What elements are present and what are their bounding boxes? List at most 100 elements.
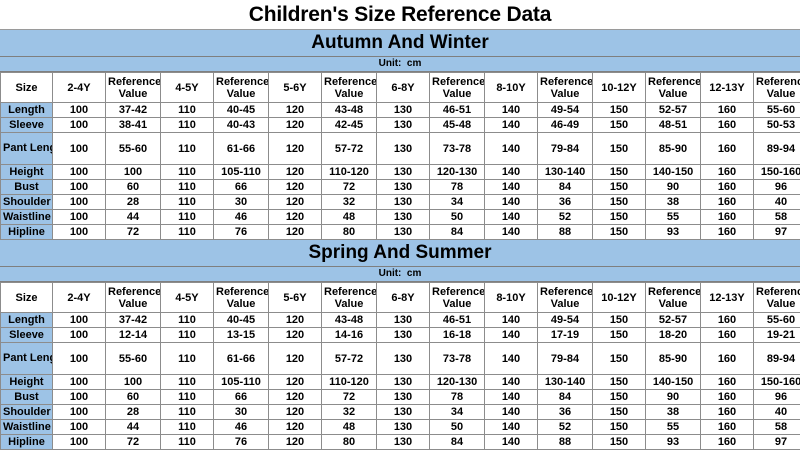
cell-reference-value: 57-72 bbox=[321, 132, 377, 165]
cell-size-value: 150 bbox=[592, 312, 646, 328]
cell-reference-value: 46 bbox=[213, 419, 269, 435]
column-header-age-4: 6-8Y bbox=[376, 282, 430, 313]
cell-size-value: 130 bbox=[376, 132, 430, 165]
column-header-age-4: 6-8Y bbox=[376, 72, 430, 103]
cell-size-value: 120 bbox=[268, 342, 322, 375]
row-header-measurement: Shoulder bbox=[0, 194, 53, 210]
cell-reference-value: 80 bbox=[321, 434, 377, 450]
row-header-measurement: Length bbox=[0, 102, 53, 118]
cell-reference-value: 12-14 bbox=[105, 327, 161, 343]
cell-reference-value: 84 bbox=[429, 224, 485, 240]
reference-value-line-2: Value bbox=[658, 297, 688, 310]
cell-size-value: 150 bbox=[592, 209, 646, 225]
table-row: Waistline 100 44 110 46 120 48 130 50 140 52 150 55 1… bbox=[0, 209, 800, 225]
cell-size-value: 130 bbox=[376, 419, 430, 435]
cell-size-value: 110 bbox=[160, 132, 214, 165]
cell-reference-value: 58 bbox=[753, 209, 800, 225]
cell-size-value: 110 bbox=[160, 194, 214, 210]
cell-reference-value: 105-110 bbox=[213, 374, 269, 390]
cell-reference-value: 60 bbox=[105, 389, 161, 405]
cell-size-value: 100 bbox=[52, 327, 106, 343]
cell-reference-value: 34 bbox=[429, 194, 485, 210]
cell-size-value: 150 bbox=[592, 132, 646, 165]
cell-reference-value: 120-130 bbox=[429, 374, 485, 390]
cell-size-value: 150 bbox=[592, 404, 646, 420]
cell-reference-value: 40 bbox=[753, 194, 800, 210]
table-row: Length 100 37-42 110 40-45 120 43-48 130 46-51 14… bbox=[0, 102, 800, 118]
cell-reference-value: 50 bbox=[429, 419, 485, 435]
cell-reference-value: 85-90 bbox=[645, 342, 701, 375]
reference-value-line-1: Reference bbox=[756, 75, 800, 88]
cell-reference-value: 32 bbox=[321, 404, 377, 420]
cell-size-value: 160 bbox=[700, 419, 754, 435]
cell-reference-value: 76 bbox=[213, 224, 269, 240]
reference-value-line-2: Value bbox=[226, 87, 256, 100]
cell-reference-value: 84 bbox=[429, 434, 485, 450]
cell-size-value: 150 bbox=[592, 419, 646, 435]
cell-reference-value: 150-160 bbox=[753, 164, 800, 180]
column-header-age-7: 12-13Y bbox=[700, 282, 754, 313]
cell-size-value: 160 bbox=[700, 194, 754, 210]
cell-reference-value: 78 bbox=[429, 179, 485, 195]
cell-reference-value: 48-51 bbox=[645, 117, 701, 133]
reference-value-line-1: Reference bbox=[648, 285, 701, 298]
column-header-age-5: 8-10Y bbox=[484, 282, 538, 313]
cell-reference-value: 88 bbox=[537, 434, 593, 450]
table-header-row: Size 2-4Y Reference Value 4-5Y Reference Value… bbox=[0, 282, 800, 313]
cell-size-value: 100 bbox=[52, 224, 106, 240]
sections-container: Autumn And Winter Unit: cm Size 2-4Y Referen… bbox=[0, 30, 800, 450]
cell-size-value: 100 bbox=[52, 209, 106, 225]
cell-reference-value: 89-94 bbox=[753, 132, 800, 165]
column-header-reference-value-5: Reference Value bbox=[537, 72, 593, 103]
reference-value-line-2: Value bbox=[442, 297, 472, 310]
cell-size-value: 160 bbox=[700, 102, 754, 118]
cell-size-value: 100 bbox=[52, 194, 106, 210]
row-header-measurement: Shoulder bbox=[0, 404, 53, 420]
cell-reference-value: 55 bbox=[645, 209, 701, 225]
cell-size-value: 120 bbox=[268, 389, 322, 405]
table-row: Shoulder 100 28 110 30 120 32 130 34 140 36 150 38 16… bbox=[0, 404, 800, 420]
cell-size-value: 100 bbox=[52, 312, 106, 328]
cell-size-value: 120 bbox=[268, 419, 322, 435]
cell-size-value: 110 bbox=[160, 102, 214, 118]
cell-size-value: 150 bbox=[592, 194, 646, 210]
cell-reference-value: 73-78 bbox=[429, 132, 485, 165]
reference-value-line-1: Reference bbox=[108, 75, 161, 88]
cell-size-value: 140 bbox=[484, 194, 538, 210]
reference-value-line-2: Value bbox=[334, 297, 364, 310]
unit-label: Unit: cm bbox=[0, 267, 800, 282]
cell-size-value: 100 bbox=[52, 374, 106, 390]
cell-reference-value: 46-51 bbox=[429, 312, 485, 328]
table-row: Height 100 100 110 105-110 120 110-120 130 120-1… bbox=[0, 374, 800, 390]
cell-reference-value: 97 bbox=[753, 224, 800, 240]
cell-size-value: 140 bbox=[484, 224, 538, 240]
cell-reference-value: 140-150 bbox=[645, 164, 701, 180]
cell-reference-value: 52-57 bbox=[645, 102, 701, 118]
row-header-measurement: Hipline bbox=[0, 224, 53, 240]
reference-value-line-2: Value bbox=[334, 87, 364, 100]
cell-reference-value: 84 bbox=[537, 179, 593, 195]
cell-reference-value: 43-48 bbox=[321, 102, 377, 118]
cell-reference-value: 72 bbox=[105, 434, 161, 450]
cell-reference-value: 18-20 bbox=[645, 327, 701, 343]
column-header-size: Size bbox=[0, 72, 53, 103]
cell-reference-value: 100 bbox=[105, 374, 161, 390]
cell-size-value: 110 bbox=[160, 419, 214, 435]
cell-size-value: 160 bbox=[700, 117, 754, 133]
cell-size-value: 110 bbox=[160, 434, 214, 450]
row-header-measurement: Pant Length bbox=[0, 132, 53, 165]
reference-value-line-1: Reference bbox=[108, 285, 161, 298]
reference-value-line-2: Value bbox=[550, 87, 580, 100]
cell-size-value: 160 bbox=[700, 312, 754, 328]
cell-reference-value: 88 bbox=[537, 224, 593, 240]
row-header-measurement: Bust bbox=[0, 389, 53, 405]
reference-value-line-1: Reference bbox=[432, 75, 485, 88]
cell-size-value: 160 bbox=[700, 389, 754, 405]
cell-reference-value: 32 bbox=[321, 194, 377, 210]
cell-size-value: 140 bbox=[484, 312, 538, 328]
cell-reference-value: 28 bbox=[105, 404, 161, 420]
cell-reference-value: 46-51 bbox=[429, 102, 485, 118]
table-row: Length 100 37-42 110 40-45 120 43-48 130 46-51 14… bbox=[0, 312, 800, 328]
cell-size-value: 110 bbox=[160, 117, 214, 133]
